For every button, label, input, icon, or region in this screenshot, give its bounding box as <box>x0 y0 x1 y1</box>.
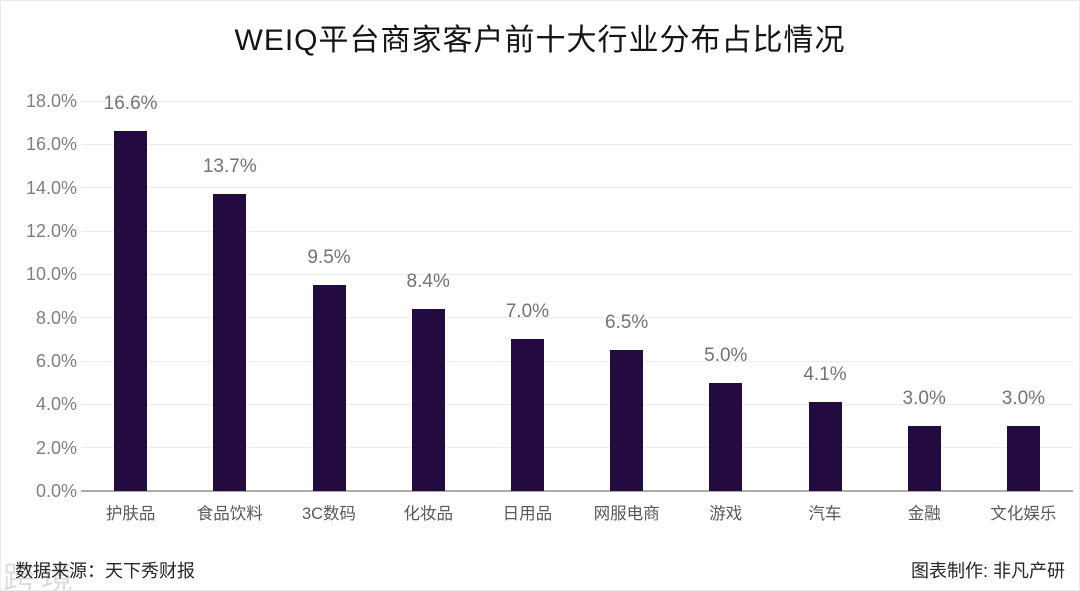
x-axis-category-label: 汽车 <box>808 505 842 523</box>
bar <box>907 426 941 491</box>
x-axis-category-label: 食品饮料 <box>196 505 263 523</box>
bar-value-label: 3.0% <box>1001 388 1046 409</box>
credit-note: 图表制作: 非凡产研 <box>910 561 1065 581</box>
x-axis-category-label: 护肤品 <box>105 505 156 523</box>
bar <box>1006 426 1040 491</box>
bar <box>510 339 544 491</box>
chart-title: WEIQ平台商家客户前十大行业分布占比情况 <box>234 24 846 57</box>
bar <box>213 194 247 491</box>
gridline <box>81 317 1073 319</box>
bar-value-label: 3.0% <box>902 388 946 409</box>
gridline <box>81 187 1073 189</box>
gridline <box>81 100 1073 102</box>
bar <box>709 382 743 491</box>
gridline <box>81 143 1073 145</box>
bar-value-label: 13.7% <box>202 156 257 178</box>
y-axis-tick-label: 2.0% <box>35 437 77 458</box>
y-axis-tick-label: 16.0% <box>25 134 77 155</box>
bar-value-label: 4.1% <box>803 364 847 386</box>
x-axis-category-label: 网服电商 <box>593 505 660 523</box>
bar <box>411 309 445 491</box>
bar <box>114 131 148 491</box>
bar-value-label: 5.0% <box>704 344 748 366</box>
x-axis-line <box>81 490 1073 492</box>
y-axis-tick-label: 4.0% <box>35 394 77 415</box>
x-axis-category-label: 金融 <box>907 505 941 523</box>
y-axis-tick-label: 18.0% <box>25 91 77 111</box>
y-axis-tick-label: 8.0% <box>35 307 77 328</box>
bar-value-label: 7.0% <box>505 301 550 323</box>
x-axis-category-label: 游戏 <box>709 505 743 523</box>
x-axis-category-label: 文化娱乐 <box>990 505 1057 523</box>
source-note: 数据来源：天下秀财报 <box>15 561 195 581</box>
bar-value-label: 6.5% <box>604 312 649 334</box>
y-axis-tick-label: 10.0% <box>25 264 77 285</box>
x-axis-category-label: 3C数码 <box>301 505 357 523</box>
y-axis-tick-label: 14.0% <box>25 177 77 198</box>
bar <box>808 402 842 491</box>
bar-value-label: 8.4% <box>406 271 450 292</box>
gridline <box>81 360 1073 362</box>
gridline <box>81 447 1073 449</box>
gridline <box>81 403 1073 405</box>
y-axis-tick-label: 12.0% <box>25 221 77 241</box>
gridline <box>81 273 1073 275</box>
bar-value-label: 16.6% <box>103 93 158 115</box>
y-axis-tick-label: 0.0% <box>35 481 77 501</box>
bar-value-label: 9.5% <box>307 247 351 269</box>
watermark: 跨境 <box>3 560 80 591</box>
bar <box>312 285 346 491</box>
gridline <box>81 230 1073 232</box>
x-axis-category-label: 日用品 <box>502 505 553 523</box>
x-axis-category-label: 化妆品 <box>403 505 453 523</box>
bar <box>610 350 644 491</box>
y-axis-tick-label: 6.0% <box>35 351 77 371</box>
